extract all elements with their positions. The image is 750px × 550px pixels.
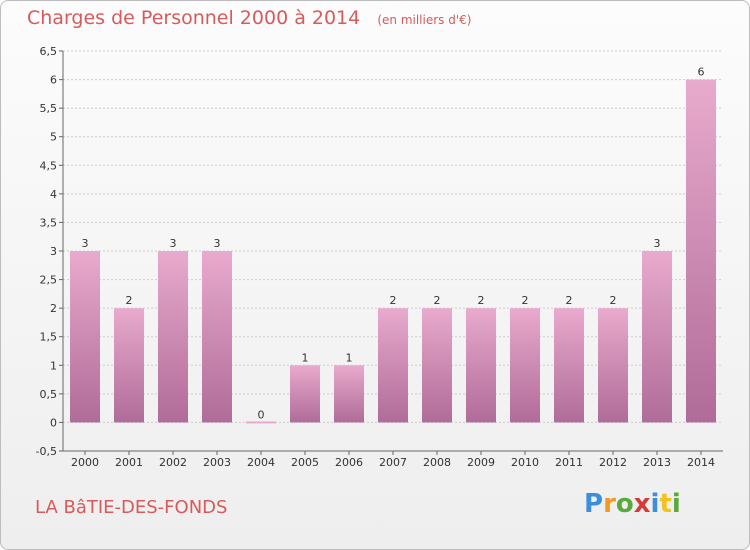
bar [598,308,628,423]
x-tick-label: 2011 [555,456,583,469]
data-label: 3 [654,237,661,250]
bar [158,251,188,423]
data-label: 3 [170,237,177,250]
bar [246,421,276,424]
data-label: 6 [698,66,705,79]
y-tick-label: 6 [50,74,57,87]
y-tick-label: 1 [50,359,57,372]
bar [642,251,672,423]
y-tick-label: 4,5 [40,159,58,172]
bar [422,308,452,423]
x-tick-label: 2002 [159,456,187,469]
data-label: 1 [346,351,353,364]
y-tick-label: 0,5 [40,388,58,401]
x-tick-label: 2012 [599,456,627,469]
bar [114,308,144,423]
logo-letter: t [659,489,672,519]
x-tick-label: 2014 [687,456,715,469]
y-tick-label: 1,5 [40,331,58,344]
x-tick-label: 2007 [379,456,407,469]
data-label: 2 [434,294,441,307]
chart-title: Charges de Personnel 2000 à 2014 [27,7,361,29]
x-tick-label: 2006 [335,456,363,469]
bar [334,365,364,423]
bar [378,308,408,423]
bar [70,251,100,423]
data-label: 2 [610,294,617,307]
x-tick-label: 2004 [247,456,275,469]
bar [290,365,320,423]
data-label: 3 [214,237,221,250]
data-label: 2 [126,294,133,307]
logo-letter: r [603,489,616,519]
bar [686,79,716,423]
x-tick-label: 2008 [423,456,451,469]
y-tick-label: -0,5 [36,445,57,458]
y-tick-label: 4 [50,188,57,201]
x-tick-label: 2001 [115,456,143,469]
logo-letter: i [650,489,660,519]
logo-letter: P [584,489,604,519]
data-label: 2 [390,294,397,307]
logo-letter: x [633,489,651,519]
x-tick-label: 2013 [643,456,671,469]
data-label: 2 [522,294,529,307]
x-tick-label: 2005 [291,456,319,469]
bar [510,308,540,423]
y-tick-label: 0 [50,416,57,429]
logo-letter: o [615,489,634,519]
y-tick-label: 2,5 [40,274,58,287]
data-label: 2 [566,294,573,307]
data-label: 2 [478,294,485,307]
bar [202,251,232,423]
y-tick-label: 6,5 [40,45,58,58]
bar [554,308,584,423]
y-tick-label: 5,5 [40,102,58,115]
bar [466,308,496,423]
logo-letter: i [671,489,681,519]
y-tick-label: 3,5 [40,216,58,229]
data-label: 1 [302,351,309,364]
x-tick-label: 2000 [71,456,99,469]
title-row: Charges de Personnel 2000 à 2014 (en mil… [27,7,471,29]
y-tick-label: 3 [50,245,57,258]
data-label: 3 [82,237,89,250]
commune-name: LA BâTIE-DES-FONDS [35,497,228,518]
x-tick-label: 2009 [467,456,495,469]
x-tick-label: 2010 [511,456,539,469]
x-tick-label: 2003 [203,456,231,469]
y-tick-label: 2 [50,302,57,315]
chart-subtitle: (en milliers d'€) [377,13,472,27]
data-label: 0 [258,408,265,421]
y-tick-label: 5 [50,131,57,144]
